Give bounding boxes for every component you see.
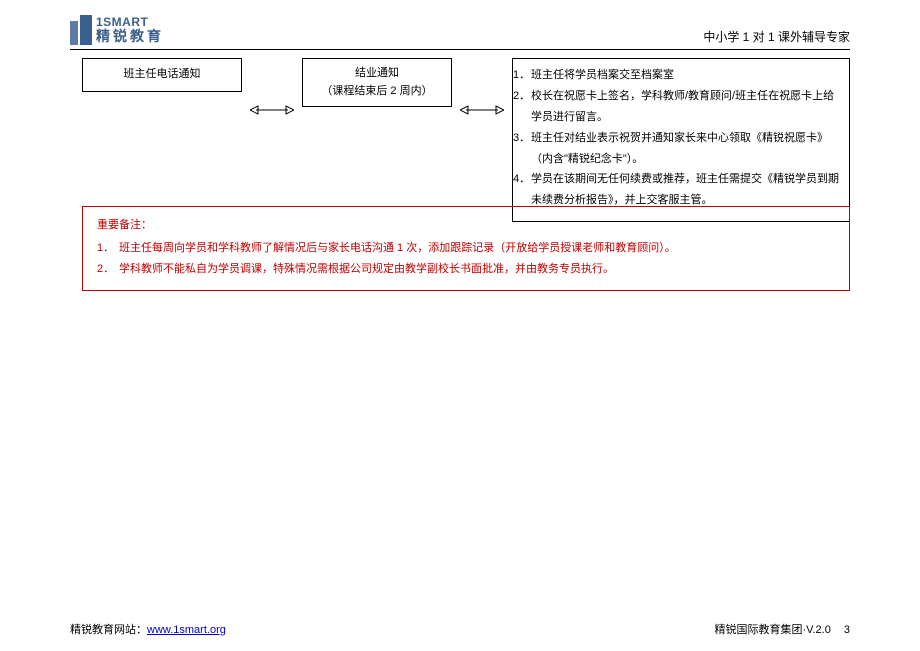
logo-icon bbox=[70, 15, 92, 45]
logo-text-en: 1SMART bbox=[96, 16, 164, 29]
note-item: 班主任每周向学员和学科教师了解情况后与家长电话沟通 1 次，添加跟踪记录（开放给… bbox=[119, 238, 835, 259]
footer-label: 精锐教育网站： bbox=[70, 624, 147, 636]
footer-org: 精锐国际教育集团·V.2.0 bbox=[714, 624, 830, 636]
double-arrow-icon bbox=[460, 103, 504, 117]
double-arrow-icon bbox=[250, 103, 294, 117]
logo: 1SMART 精锐教育 bbox=[70, 15, 164, 45]
footer-left: 精锐教育网站：www.1smart.org bbox=[70, 621, 226, 637]
footer-right: 精锐国际教育集团·V.2.0 3 bbox=[714, 621, 850, 637]
important-notes-box: 重要备注： 班主任每周向学员和学科教师了解情况后与家长电话沟通 1 次，添加跟踪… bbox=[82, 206, 850, 291]
note-item: 学科教师不能私自为学员调课，特殊情况需根据公司规定由教学副校长书面批准，并由教务… bbox=[119, 259, 835, 280]
step-item: 校长在祝愿卡上签名，学科教师/教育顾问/班主任在祝愿卡上给学员进行留言。 bbox=[531, 86, 839, 128]
step-item: 班主任对结业表示祝贺并通知家长来中心领取《精锐祝愿卡》（内含"精锐纪念卡"）。 bbox=[531, 128, 839, 170]
notes-title: 重要备注： bbox=[97, 215, 835, 236]
completion-title: 结业通知 bbox=[313, 65, 441, 83]
flow-box-steps: 班主任将学员档案交至档案室 校长在祝愿卡上签名，学科教师/教育顾问/班主任在祝愿… bbox=[512, 58, 850, 222]
completion-subtitle: （课程结束后 2 周内） bbox=[313, 83, 441, 101]
flow-box-completion-notice: 结业通知 （课程结束后 2 周内） bbox=[302, 58, 452, 107]
page-footer: 精锐教育网站：www.1smart.org 精锐国际教育集团·V.2.0 3 bbox=[70, 621, 850, 637]
logo-text-cn: 精锐教育 bbox=[96, 29, 164, 44]
flow-diagram: 班主任电话通知 结业通知 （课程结束后 2 周内） 班主任将学员档案交至档案室 … bbox=[82, 58, 850, 222]
footer-link[interactable]: www.1smart.org bbox=[147, 624, 226, 636]
step-item: 班主任将学员档案交至档案室 bbox=[531, 65, 839, 86]
header-subtitle: 中小学 1 对 1 课外辅导专家 bbox=[703, 28, 850, 45]
page-number: 3 bbox=[844, 624, 850, 636]
page-header: 1SMART 精锐教育 中小学 1 对 1 课外辅导专家 bbox=[70, 8, 850, 50]
step-item: 学员在该期间无任何续费或推荐，班主任需提交《精锐学员到期未续费分析报告》，并上交… bbox=[531, 169, 839, 211]
flow-box-phone-notice: 班主任电话通知 bbox=[82, 58, 242, 92]
